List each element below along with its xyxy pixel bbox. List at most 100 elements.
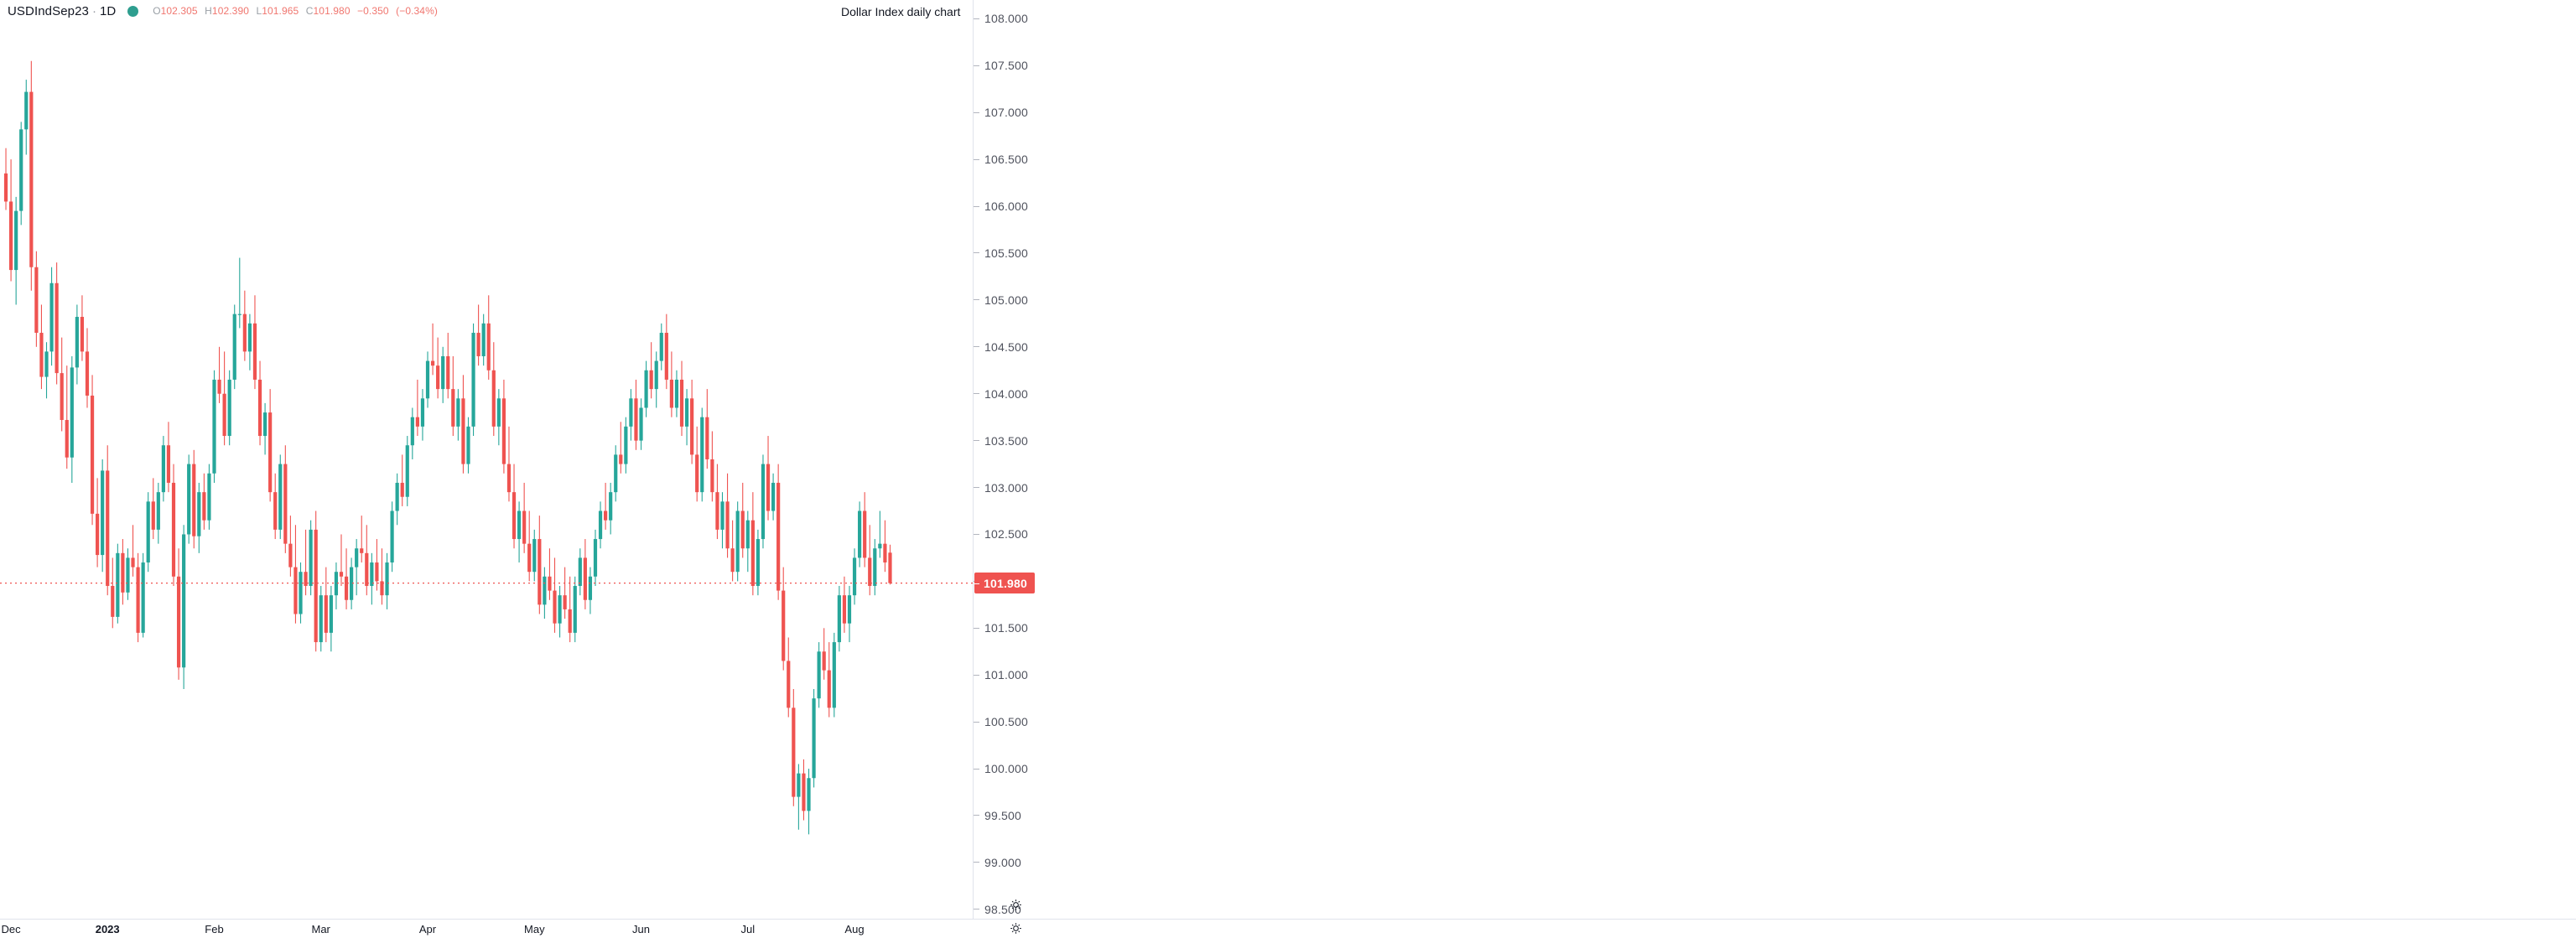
price-axis[interactable]: 108.000 107.500 107.000 106.500 106.000 105.5… <box>973 0 2576 919</box>
candle-body <box>304 572 308 586</box>
candle-body <box>782 590 786 661</box>
legend-interval[interactable]: 1D <box>100 3 117 18</box>
price-tick-label: 99.500 <box>984 808 1022 822</box>
candle-body <box>90 395 95 514</box>
candle-body <box>217 379 221 394</box>
candle-body <box>832 642 836 708</box>
candle-body <box>136 567 140 633</box>
candle-body <box>197 492 201 536</box>
time-axis-label: Apr <box>418 923 437 935</box>
current-price-tag-dash <box>974 583 979 584</box>
price-axis-tick: 107.000 <box>974 106 1028 119</box>
candle-body <box>365 552 369 586</box>
candle-body <box>466 426 470 464</box>
candle-body <box>527 543 532 573</box>
candle-body <box>512 492 517 540</box>
candle-body <box>802 773 806 811</box>
candle-body <box>299 572 303 614</box>
candle-body <box>674 379 679 408</box>
candle-body <box>441 355 445 390</box>
time-axis-label: Aug <box>844 923 865 935</box>
candle-body <box>543 576 547 605</box>
price-tick-dash <box>974 205 979 207</box>
time-axis-label: Mar <box>311 923 330 935</box>
price-axis-tick: 106.500 <box>974 153 1028 166</box>
candle-body <box>430 360 435 366</box>
candle-body <box>8 201 13 271</box>
candle-body <box>237 314 242 315</box>
candle-body <box>659 333 663 361</box>
candle-body <box>451 389 455 427</box>
price-tick-dash <box>974 393 979 395</box>
price-tick-label: 101.500 <box>984 621 1029 635</box>
candle-body <box>262 412 267 437</box>
candle-body <box>141 562 145 633</box>
candle-body <box>360 548 364 553</box>
candle-body <box>55 282 59 374</box>
candle-body <box>319 595 323 643</box>
price-tick-dash <box>974 299 979 301</box>
candle-body <box>750 520 755 586</box>
candle-body <box>807 778 811 811</box>
candle-body <box>420 398 425 427</box>
candle-body <box>202 492 206 521</box>
time-axis-label: May <box>524 923 545 935</box>
candle-body <box>39 333 44 377</box>
price-tick-dash <box>974 111 979 113</box>
candle-body <box>80 317 85 352</box>
candle-body <box>740 510 745 549</box>
candle-body <box>756 539 761 586</box>
ohlc-low-label: L <box>256 5 262 17</box>
candle-body <box>283 464 288 544</box>
candle-body <box>395 482 399 511</box>
candle-body <box>852 557 857 596</box>
price-tick-label: 105.500 <box>984 246 1029 260</box>
candle-body <box>858 510 862 558</box>
candle-body <box>171 482 176 577</box>
candle-body <box>192 464 196 536</box>
price-axis-tick: 105.000 <box>974 293 1028 307</box>
price-scale-gear-icon[interactable] <box>1010 899 1022 911</box>
candle-body <box>85 351 90 396</box>
candle-body <box>252 323 257 380</box>
candle-body <box>761 464 766 540</box>
candle-body <box>501 398 506 464</box>
price-tick-label: 106.500 <box>984 153 1029 167</box>
time-axis-label: Jul <box>740 923 756 935</box>
candle-body <box>776 482 781 591</box>
time-axis-label: 2023 <box>95 923 120 935</box>
ohlc-high-label: H <box>205 5 212 17</box>
candle-body <box>471 333 475 427</box>
chart-legend[interactable]: USDIndSep23 · 1D O102.305 H102.390 L101.… <box>8 2 438 20</box>
candle-body <box>14 210 18 271</box>
candle-body <box>730 548 735 573</box>
price-tick-dash <box>974 768 979 770</box>
candle-body <box>121 552 125 593</box>
time-scale-gear-icon[interactable] <box>1010 922 1022 935</box>
candle-body <box>868 557 872 586</box>
price-tick-dash <box>974 487 979 489</box>
current-price-tag[interactable]: 101.980 <box>974 573 1036 594</box>
candlestick-series <box>0 60 973 835</box>
candle-body <box>29 91 34 267</box>
price-tick-label: 105.000 <box>984 293 1029 307</box>
candle-body <box>96 513 100 556</box>
candle-body <box>568 609 572 633</box>
price-pane[interactable] <box>0 0 973 919</box>
candle-body <box>60 373 64 421</box>
candle-body <box>695 454 699 493</box>
candle-body <box>486 323 491 371</box>
ohlc-change-abs: −0.350 <box>357 5 389 17</box>
time-axis-label: Jun <box>632 923 650 935</box>
candle-body <box>415 417 419 427</box>
legend-symbol[interactable]: USDIndSep23 <box>8 3 89 18</box>
time-axis[interactable]: Dec 2023 Feb Mar Apr May Jun Jul Aug <box>0 919 2576 938</box>
price-axis-tick: 99.500 <box>974 809 1021 822</box>
candle-body <box>522 510 527 544</box>
candle-body <box>496 398 501 427</box>
candle-body <box>679 379 684 427</box>
price-axis-tick: 98.500 <box>974 903 1021 916</box>
candle-body <box>669 379 673 408</box>
price-tick-label: 99.000 <box>984 855 1022 869</box>
chart-title: Dollar Index daily chart <box>841 5 961 18</box>
